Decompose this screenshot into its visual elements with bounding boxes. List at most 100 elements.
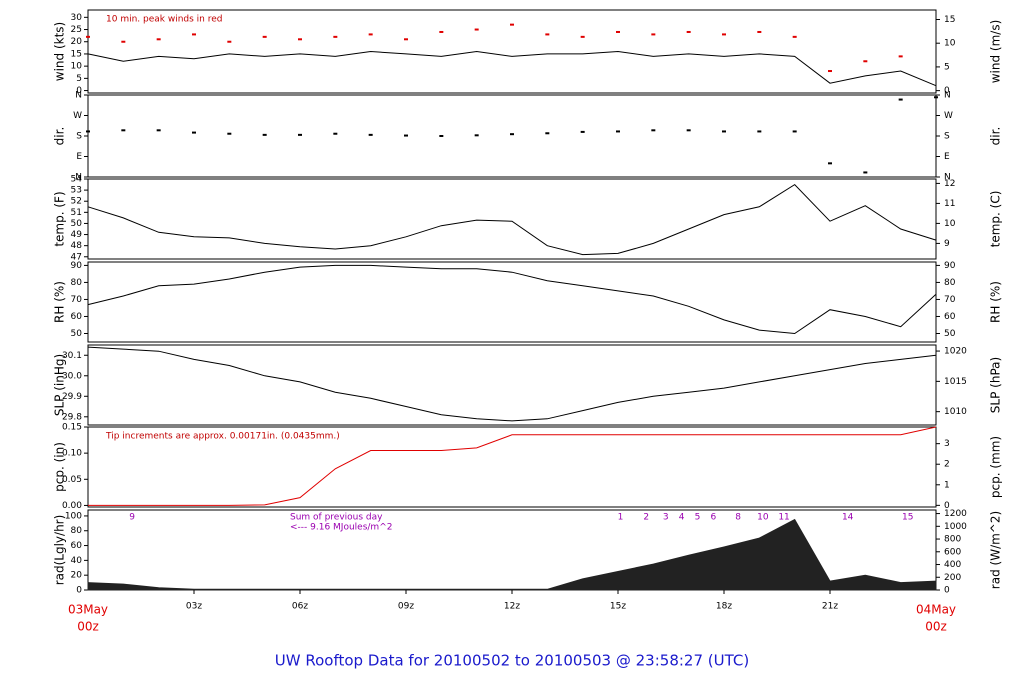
y2-tick-label: 400: [944, 560, 961, 570]
y2-tick-label: S: [944, 132, 950, 142]
panel-frame: [87, 261, 937, 343]
y2-tick-label: 60: [944, 312, 956, 322]
y-tick-label: 0.10: [62, 449, 82, 459]
y2-tick-label: 15: [944, 15, 955, 25]
note: 10 min. peak winds in red: [106, 15, 223, 25]
point: [368, 33, 373, 36]
y2-axis-label: rad (W/m^2): [989, 511, 1003, 589]
point: [474, 134, 479, 137]
y-tick-label: 70: [71, 295, 83, 305]
y-tick-label: 49: [71, 230, 83, 240]
point: [580, 130, 585, 133]
point: [227, 40, 232, 43]
area: [87, 518, 937, 591]
chart-title: UW Rooftop Data for 20100502 to 20100503…: [275, 652, 749, 670]
y2-tick-label: 10: [944, 39, 956, 49]
y-tick-label: 0.05: [62, 475, 82, 485]
x-tick-label: 12z: [504, 602, 520, 612]
point: [474, 28, 479, 31]
y2-tick-label: 200: [944, 573, 961, 583]
y2-tick-label: 10: [944, 219, 956, 229]
point: [404, 38, 408, 41]
point: [404, 134, 408, 137]
y-tick-label: 20: [71, 37, 83, 47]
y-axis-label: wind (kts): [53, 22, 67, 81]
y-tick-label: 53: [71, 186, 82, 196]
y-tick-label: 80: [71, 278, 83, 288]
y2-tick-label: 1: [944, 480, 950, 490]
point: [651, 129, 656, 132]
y2-axis-label: wind (m/s): [989, 20, 1003, 84]
x-tick-label: 18z: [716, 602, 732, 612]
y-tick-label: 5: [76, 74, 82, 84]
point: [156, 38, 161, 41]
y2-tick-label: 0: [944, 86, 950, 96]
point: [192, 33, 196, 36]
point: [368, 133, 373, 136]
y2-axis-label: temp. (C): [989, 191, 1003, 248]
point: [227, 132, 232, 135]
point: [722, 33, 726, 36]
start-label: 03May: [68, 603, 108, 617]
y-tick-label: 30.1: [62, 351, 82, 361]
hour-marker: 5: [695, 513, 701, 523]
y-tick-label: 10: [71, 62, 83, 72]
y-tick-label: 20: [71, 571, 83, 581]
y-tick-label: 50: [71, 329, 83, 339]
y-tick-label: N: [75, 91, 82, 101]
point: [262, 133, 267, 136]
point: [616, 30, 620, 33]
line: [87, 264, 937, 335]
y2-axis-label: dir.: [989, 127, 1003, 146]
y2-tick-label: 1020: [944, 347, 967, 357]
y2-tick-label: 1015: [944, 377, 967, 387]
point: [792, 130, 797, 133]
point: [298, 38, 302, 41]
y-tick-label: 30: [71, 13, 83, 23]
annotation: <--- 9.16 MJoules/m^2: [290, 523, 392, 533]
y-tick-label: 0.00: [62, 501, 82, 511]
y2-tick-label: 0: [944, 586, 950, 596]
y-tick-label: N: [75, 173, 82, 183]
point: [439, 30, 444, 33]
x-tick-label: 15z: [610, 602, 626, 612]
point: [156, 129, 161, 132]
y2-tick-label: 12: [944, 179, 955, 189]
y2-tick-label: 2: [944, 460, 950, 470]
end-label: 00z: [925, 620, 947, 634]
y-axis-label: temp. (F): [53, 191, 67, 246]
y-tick-label: 29.9: [62, 392, 82, 402]
y-tick-label: 0: [76, 86, 82, 96]
y2-tick-label: W: [944, 111, 953, 121]
y-tick-label: 0: [76, 586, 82, 596]
y-tick-label: 54: [71, 175, 83, 185]
point: [757, 130, 762, 133]
point: [262, 35, 267, 38]
point: [86, 35, 90, 38]
line: [87, 183, 937, 256]
point: [934, 96, 938, 99]
x-tick-label: 03z: [186, 602, 202, 612]
point: [686, 129, 691, 132]
y2-tick-label: N: [944, 91, 951, 101]
y-tick-label: 0.15: [62, 423, 82, 433]
point: [545, 33, 550, 36]
point: [863, 60, 868, 63]
y-tick-label: 80: [71, 526, 83, 536]
panel-frame: [87, 344, 937, 426]
y-tick-label: 52: [71, 197, 82, 207]
hour-marker: 15: [902, 513, 913, 523]
y2-axis-label: RH (%): [989, 281, 1003, 323]
start-label: 00z: [77, 620, 99, 634]
y-axis-label: RH (%): [53, 281, 67, 323]
point: [333, 35, 338, 38]
y2-tick-label: 1000: [944, 522, 967, 532]
y-axis-label: dir.: [53, 127, 67, 146]
y2-tick-label: 90: [944, 261, 956, 271]
point: [757, 30, 762, 33]
point: [545, 132, 550, 135]
line: [87, 346, 937, 422]
hour-marker: 9: [129, 513, 135, 523]
y-tick-label: 15: [71, 49, 82, 59]
point: [898, 98, 903, 101]
